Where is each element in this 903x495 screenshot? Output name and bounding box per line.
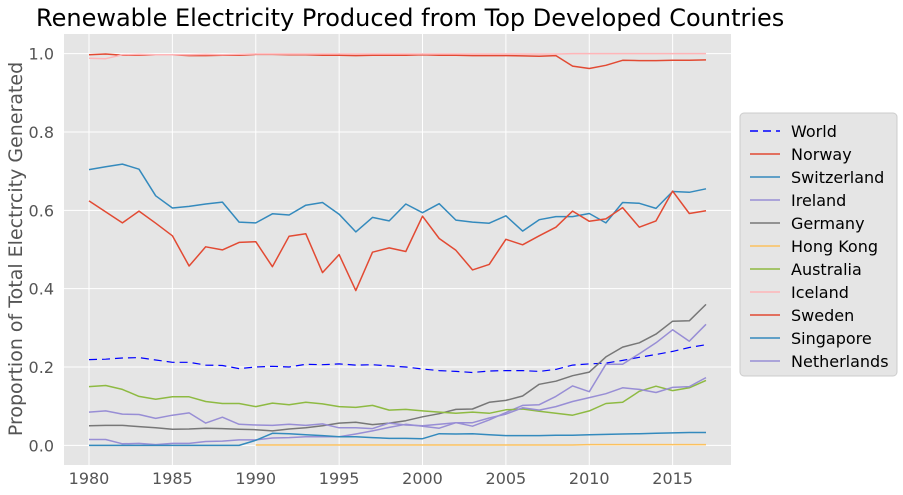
x-tick-label: 2015 (652, 469, 693, 488)
y-tick-label: 0.6 (29, 201, 54, 220)
chart-title: Renewable Electricity Produced from Top … (36, 4, 784, 32)
series-line-germany (88, 303, 707, 432)
series-lines (88, 52, 707, 447)
legend-label: Norway (791, 145, 852, 164)
x-tick-label: 1990 (235, 469, 276, 488)
y-tick-label: 0.8 (29, 123, 54, 142)
y-axis-label: Proportion of Total Electrcity Generated (5, 62, 27, 436)
series-line-netherlands (88, 376, 707, 430)
y-tick-label: 0.2 (29, 358, 54, 377)
legend-box (739, 112, 898, 377)
series-line-ireland (89, 323, 707, 446)
x-tick-label: 1980 (69, 469, 110, 488)
x-tick-label: 2010 (569, 469, 610, 488)
series-line-switzerland (88, 163, 707, 233)
legend-label: Sweden (791, 306, 854, 325)
series-line-norway (88, 53, 707, 70)
legend-label: Australia (791, 260, 862, 279)
x-tick-label: 1995 (319, 469, 360, 488)
y-tick-label: 0.0 (29, 436, 54, 455)
legend-label: Ireland (791, 191, 846, 210)
x-tick-label: 1985 (152, 469, 193, 488)
legend-label: World (791, 122, 837, 141)
series-line-singapore (89, 431, 706, 447)
legend-label: Germany (791, 214, 865, 233)
series-line-australia (88, 379, 707, 416)
y-tick-label: 0.4 (29, 280, 54, 299)
series-line-sweden (88, 190, 707, 292)
legend-label: Singapore (791, 329, 872, 348)
legend-label: Iceland (791, 283, 849, 302)
legend-label: Hong Kong (791, 237, 878, 256)
tick-labels: 1980 1985 1990 1995 2000 2005 2010 2015 0.0 0.2 0.… (29, 45, 693, 488)
series-line-iceland (88, 52, 706, 60)
legend-label: Switzerland (791, 168, 884, 187)
x-tick-label: 2000 (402, 469, 443, 488)
legend: World Norway Switzerland Ireland Germany Hong… (739, 112, 898, 377)
legend-label: Netherlands (791, 352, 889, 371)
y-tick-label: 1.0 (29, 45, 54, 64)
x-tick-label: 2005 (486, 469, 527, 488)
